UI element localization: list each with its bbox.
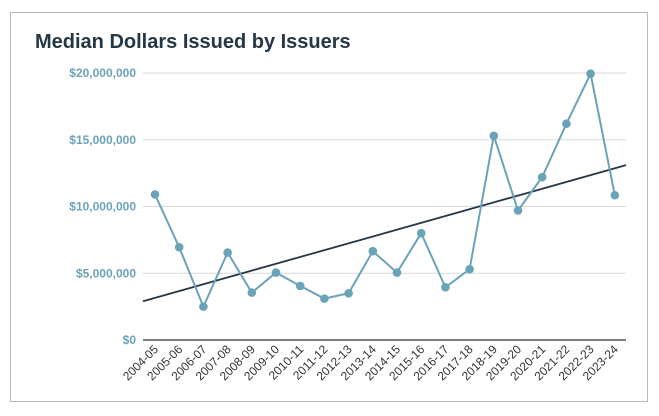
data-point xyxy=(537,172,547,182)
data-point xyxy=(247,288,257,297)
data-point xyxy=(416,228,426,238)
data-point xyxy=(489,131,499,141)
trendline xyxy=(142,164,627,303)
y-tick-label: $20,000,000 xyxy=(69,66,136,80)
data-point xyxy=(586,69,595,78)
data-point xyxy=(441,282,450,292)
data-point xyxy=(271,268,281,277)
data-point xyxy=(465,264,474,274)
data-point xyxy=(320,294,329,303)
series-line xyxy=(154,72,616,308)
y-tick-label: $10,000,000 xyxy=(69,200,136,214)
y-tick-label: $5,000,000 xyxy=(76,266,136,280)
data-point xyxy=(150,190,160,199)
data-point xyxy=(223,248,232,257)
data-point xyxy=(368,246,378,256)
y-tick-label: $15,000,000 xyxy=(69,133,136,147)
chart-title: Median Dollars Issued by Issuers xyxy=(35,31,351,53)
data-point xyxy=(344,288,353,298)
data-point xyxy=(610,190,620,200)
y-tick-label: $0 xyxy=(123,333,137,347)
data-point xyxy=(513,206,523,215)
data-point xyxy=(392,268,402,277)
data-point xyxy=(174,242,184,252)
data-point xyxy=(199,302,208,311)
data-point xyxy=(295,281,305,291)
data-point xyxy=(562,119,571,129)
